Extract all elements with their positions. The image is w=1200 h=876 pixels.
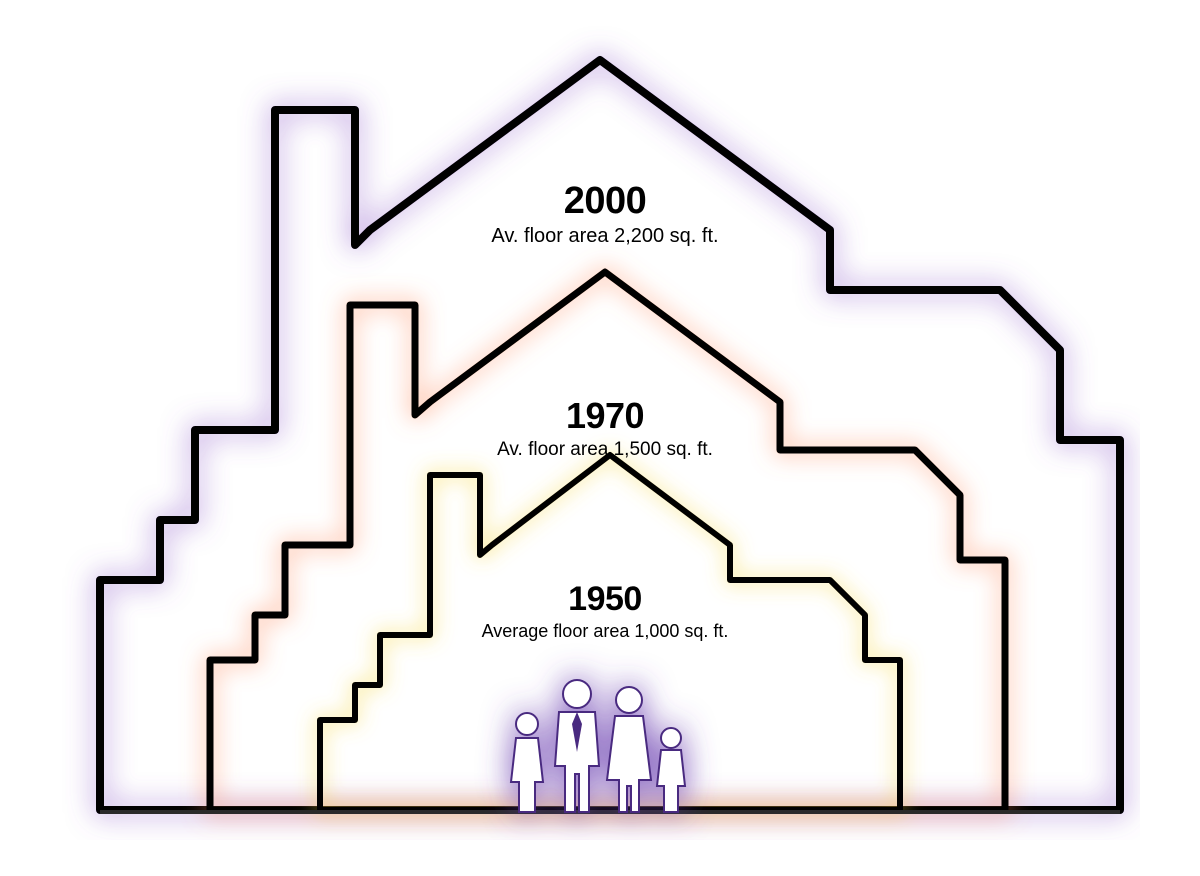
house-2000-label: 2000 Av. floor area 2,200 sq. ft. — [491, 180, 718, 248]
family-child-right-icon — [657, 728, 685, 812]
house-1950-subtitle: Average floor area 1,000 sq. ft. — [482, 621, 729, 642]
house-1970-label: 1970 Av. floor area 1,500 sq. ft. — [497, 395, 713, 461]
house-1950-label: 1950 Average floor area 1,000 sq. ft. — [482, 580, 729, 642]
family-adult-man-icon — [555, 680, 599, 812]
house-1970-subtitle: Av. floor area 1,500 sq. ft. — [497, 439, 713, 461]
house-1950-year: 1950 — [482, 580, 729, 619]
family-child-left-icon — [511, 713, 543, 812]
house-2000-subtitle: Av. floor area 2,200 sq. ft. — [491, 225, 718, 248]
house-2000-year: 2000 — [491, 180, 718, 223]
infographic-stage: 2000 Av. floor area 2,200 sq. ft. 1970 A… — [60, 20, 1140, 840]
family-adult-woman-icon — [607, 687, 651, 812]
house-1970-year: 1970 — [497, 395, 713, 437]
